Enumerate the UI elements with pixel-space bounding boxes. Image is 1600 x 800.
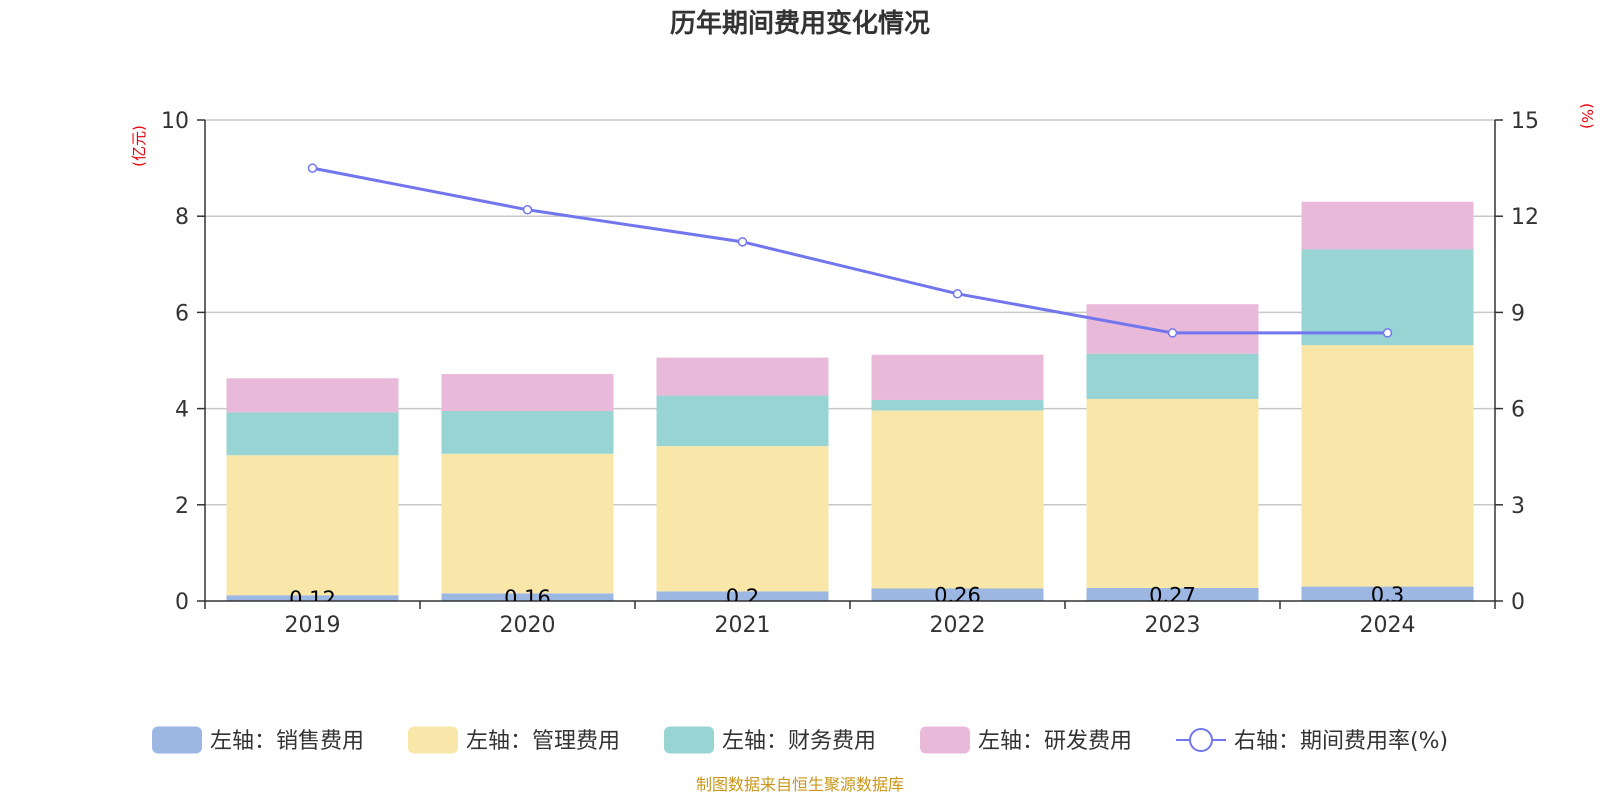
bar-0-2023 xyxy=(1086,588,1259,601)
bar-data-label: 0.27 xyxy=(1149,584,1196,608)
legend-swatch-0 xyxy=(152,726,202,754)
x-axis-tick-label: 2020 xyxy=(500,613,556,638)
right-axis-tick-label: 6 xyxy=(1511,398,1525,423)
rate-line xyxy=(312,166,1388,335)
bar-1-2021 xyxy=(656,446,829,592)
bar-data-label: 0.16 xyxy=(504,586,551,610)
bar-0-2021 xyxy=(656,591,829,601)
bar-0-2022 xyxy=(871,588,1044,601)
bar-1-2020 xyxy=(441,453,614,594)
rate-point-2024 xyxy=(1382,328,1393,338)
legend-circle-marker xyxy=(1189,728,1213,752)
x-axis-tick-label: 2021 xyxy=(715,613,771,638)
right-axis-tick-label: 15 xyxy=(1511,109,1539,134)
chart-title: 历年期间费用变化情况 xyxy=(670,8,930,39)
right-axis-tick-label: 3 xyxy=(1511,494,1525,519)
bar-data-label: 0.3 xyxy=(1371,583,1404,607)
bar-data-label: 0.26 xyxy=(934,584,981,608)
right-axis-tick-label: 12 xyxy=(1511,205,1539,230)
bar-3-2021 xyxy=(656,357,829,396)
bar-1-2023 xyxy=(1086,398,1259,589)
right-axis-unit: (%) xyxy=(1578,103,1596,129)
legend-swatch-1 xyxy=(408,726,458,754)
axes: 0 2 4 6 8 10 0 3 6 9 12 15 2019 2020 2021 2022 2023 2024 xyxy=(161,109,1539,638)
x-axis-tick-label: 2019 xyxy=(285,613,341,638)
left-axis-tick-label: 6 xyxy=(175,301,189,326)
sales-label-group: 0.12 0.16 0.2 0.26 0.27 0.3 xyxy=(289,583,1404,611)
x-axis-tick-label: 2022 xyxy=(930,613,986,638)
bar-1-2019 xyxy=(226,455,399,596)
bar-0-2024 xyxy=(1301,586,1474,601)
bar-2-2023 xyxy=(1086,353,1259,399)
bar-0-2019 xyxy=(226,595,399,601)
legend-swatch-3 xyxy=(920,726,970,754)
rate-point-2019 xyxy=(307,163,318,173)
bar-3-2024 xyxy=(1301,201,1474,250)
bar-2-2019 xyxy=(226,412,399,456)
rate-point-2022 xyxy=(952,289,963,299)
bar-2-2022 xyxy=(871,399,1044,411)
bar-data-label: 0.12 xyxy=(289,587,336,611)
bar-1-2024 xyxy=(1301,345,1474,587)
bar-3-2022 xyxy=(871,354,1044,400)
left-axis-tick-label: 4 xyxy=(175,398,189,423)
left-axis-tick-label: 2 xyxy=(175,494,189,519)
bar-3-2019 xyxy=(226,378,399,413)
rate-point-2021 xyxy=(737,237,748,247)
legend[interactable]: 左轴：销售费用 左轴：管理费用 左轴：财务费用 左轴：研发费用 右轴：期间费用率(%) xyxy=(152,726,1448,755)
bar-2-2021 xyxy=(656,395,829,447)
gridlines xyxy=(205,119,1495,506)
legend-label-2: 左轴：财务费用 xyxy=(722,729,876,754)
right-axis-tick-label: 9 xyxy=(1511,301,1525,326)
x-axis-tick-label: 2023 xyxy=(1145,613,1201,638)
left-axis-tick-label: 8 xyxy=(175,205,189,230)
bar-0-2020 xyxy=(441,593,614,601)
right-axis-tick-label: 0 xyxy=(1511,590,1525,615)
legend-label-3: 左轴：研发费用 xyxy=(978,729,1132,754)
legend-swatch-2 xyxy=(664,726,714,754)
bar-series xyxy=(226,201,1474,601)
legend-label-4: 右轴：期间费用率(%) xyxy=(1234,729,1448,754)
rate-point-2023 xyxy=(1167,328,1178,338)
bar-1-2022 xyxy=(871,410,1044,589)
source-note: 制图数据来自恒生聚源数据库 xyxy=(696,775,904,794)
legend-label-0: 左轴：销售费用 xyxy=(210,729,364,754)
bar-2-2020 xyxy=(441,411,614,454)
left-axis-unit: (亿元) xyxy=(130,125,148,167)
bar-3-2020 xyxy=(441,373,614,412)
bar-data-label: 0.2 xyxy=(726,585,759,609)
left-axis-tick-label: 0 xyxy=(175,590,189,615)
legend-label-1: 左轴：管理费用 xyxy=(466,729,620,754)
data-labels: 0.12 0.16 0.2 0.26 0.27 0.3 xyxy=(289,583,1404,611)
x-axis-tick-label: 2024 xyxy=(1360,613,1416,638)
left-axis-tick-label: 10 xyxy=(161,109,189,134)
rate-line-series xyxy=(307,163,1393,338)
rate-point-2020 xyxy=(522,205,533,215)
